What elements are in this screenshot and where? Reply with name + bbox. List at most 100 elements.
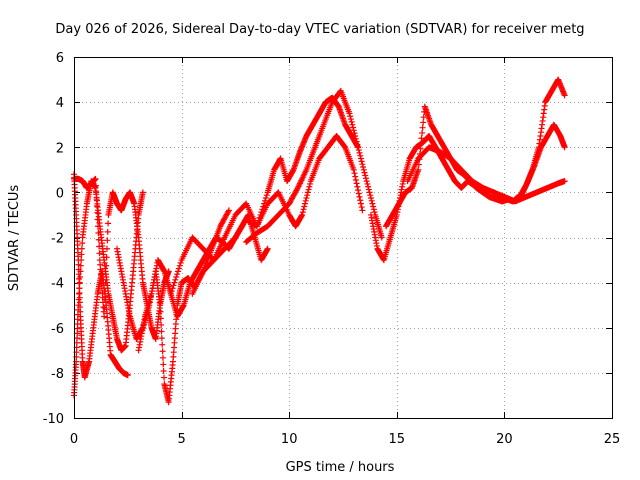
data-point	[224, 210, 231, 217]
data-point	[304, 192, 311, 199]
y-tick-label: -10	[43, 412, 64, 427]
data-point	[354, 183, 361, 190]
data-point	[304, 189, 311, 196]
data-point	[77, 262, 84, 269]
data-point	[95, 223, 102, 230]
data-point	[386, 236, 393, 243]
grid	[74, 57, 612, 418]
data-point	[302, 168, 309, 175]
x-tick-label: 25	[604, 432, 621, 447]
data-point	[349, 121, 356, 128]
data-point	[139, 191, 146, 198]
data-point	[256, 214, 263, 221]
data-point	[296, 150, 303, 157]
data-point	[172, 276, 179, 283]
data-point	[104, 228, 111, 235]
data-point	[165, 269, 172, 276]
data-point	[158, 335, 165, 342]
data-point	[170, 282, 177, 289]
data-point	[355, 147, 362, 154]
data-point	[158, 328, 165, 335]
series-trace-3	[71, 175, 172, 343]
data-point	[270, 168, 277, 175]
data-point	[406, 157, 413, 164]
data-point	[257, 211, 264, 218]
data-point	[264, 246, 271, 253]
plot-frame	[74, 57, 613, 419]
data-point	[157, 308, 164, 315]
data-point	[340, 142, 347, 149]
data-point	[76, 285, 83, 292]
data-point	[83, 203, 90, 210]
data-point	[168, 288, 175, 295]
data-point	[355, 187, 362, 194]
data-point	[420, 119, 427, 126]
data-point	[418, 135, 425, 142]
data-point	[300, 206, 307, 213]
data-point	[77, 268, 84, 275]
data-point	[418, 140, 425, 147]
data-point	[180, 303, 187, 310]
data-point	[273, 213, 280, 220]
data-point	[101, 296, 108, 303]
data-point	[159, 354, 166, 361]
data-point	[350, 124, 357, 131]
data-point	[350, 127, 357, 134]
data-point	[351, 170, 358, 177]
data-point	[173, 273, 180, 280]
data-point	[72, 208, 79, 215]
data-point	[78, 251, 85, 258]
data-point	[307, 180, 314, 187]
data-point	[141, 316, 148, 323]
data-point	[79, 354, 86, 361]
data-point	[373, 242, 380, 249]
data-point	[85, 359, 92, 366]
data-point	[347, 113, 354, 120]
data-point	[352, 132, 359, 139]
data-point	[160, 361, 167, 368]
data-point	[130, 199, 137, 206]
data-point	[368, 197, 375, 204]
data-point	[361, 169, 368, 176]
data-point	[419, 124, 426, 131]
data-point	[100, 308, 107, 315]
series-trace-8	[243, 87, 385, 246]
data-point	[95, 236, 102, 243]
data-point	[260, 203, 267, 210]
data-point	[345, 108, 352, 115]
data-point	[93, 189, 100, 196]
data-point	[365, 186, 372, 193]
data-point	[399, 180, 406, 187]
data-point	[254, 220, 261, 227]
data-point	[370, 206, 377, 213]
data-point	[298, 212, 305, 219]
data-point	[103, 254, 110, 261]
data-point	[365, 183, 372, 190]
data-point	[230, 236, 237, 243]
data-point	[109, 311, 116, 318]
data-point	[362, 172, 369, 179]
data-point	[305, 186, 312, 193]
y-tick-label: 4	[56, 96, 64, 111]
data-points	[71, 76, 568, 406]
data-point	[255, 217, 262, 224]
data-point	[419, 129, 426, 136]
x-tick-label: 20	[496, 432, 513, 447]
data-point	[357, 197, 364, 204]
data-point	[103, 262, 110, 269]
data-point	[96, 220, 103, 227]
series-trace-6	[167, 132, 366, 297]
chart-title: Day 026 of 2026, Sidereal Day-to-day VTE…	[55, 22, 584, 37]
data-point	[176, 262, 183, 269]
data-point	[174, 271, 181, 278]
data-point	[209, 258, 216, 265]
data-point	[220, 236, 227, 243]
y-tick-label: -4	[51, 277, 64, 292]
data-point	[357, 152, 364, 159]
data-point	[92, 176, 99, 183]
data-point	[161, 374, 168, 381]
data-point	[359, 207, 366, 214]
data-point	[93, 196, 100, 203]
data-point	[147, 292, 154, 299]
